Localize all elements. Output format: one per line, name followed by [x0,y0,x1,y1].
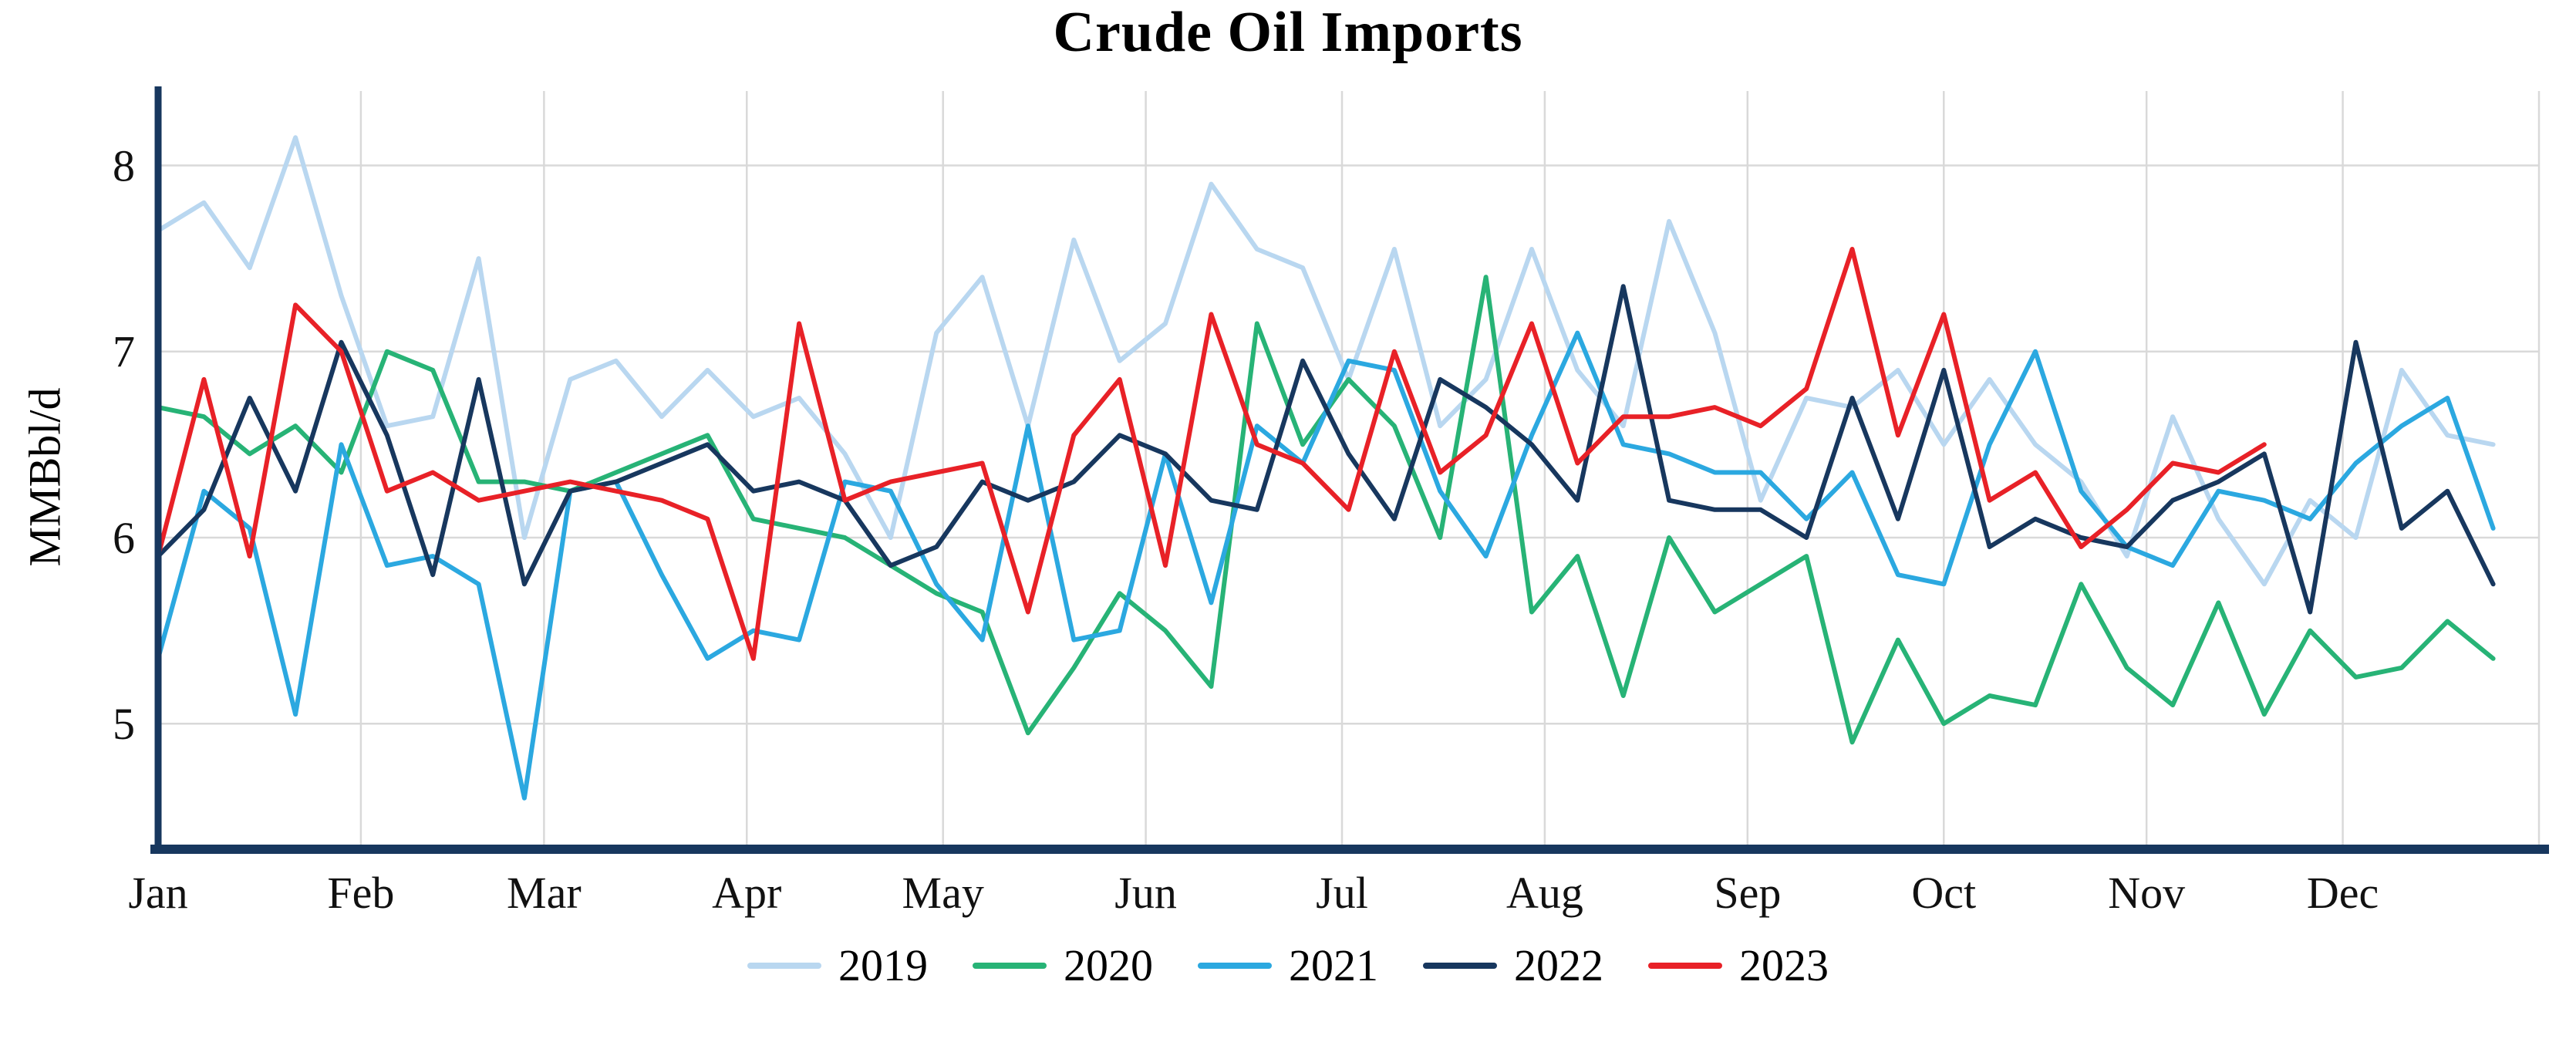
legend-label-2023: 2023 [1739,940,1829,990]
x-tick-label: Jun [1114,868,1177,918]
legend-label-2021: 2021 [1289,940,1378,990]
x-tick-label: Apr [712,868,781,918]
x-tick-label: Oct [1911,868,1976,918]
x-tick-label: Mar [507,868,582,918]
y-tick-label: 8 [113,140,135,191]
x-tick-label: Nov [2108,868,2185,918]
legend-swatch-2022 [1423,962,1497,969]
series-line-2023 [156,247,2267,661]
legend-item-2021: 2021 [1198,939,1378,991]
legend-item-2019: 2019 [747,939,928,991]
legend-item-2020: 2020 [973,939,1153,991]
x-tick-label: Dec [2307,868,2379,918]
legend-item-2022: 2022 [1423,939,1603,991]
x-tick-label: Jul [1316,868,1368,918]
legend: 2019 2020 2021 2022 2023 [0,939,2576,991]
y-tick-label: 6 [113,513,135,563]
legend-swatch-2020 [973,962,1047,969]
legend-item-2023: 2023 [1648,939,1829,991]
legend-swatch-2021 [1198,962,1272,969]
legend-swatch-2019 [747,962,821,969]
line-chart-plot-area: 5 6 7 8 Jan Feb Mar Apr May Jun Jul Aug Sep Oct Nov Dec [113,86,2549,918]
y-tick-label: 7 [113,327,135,377]
legend-label-2019: 2019 [838,940,928,990]
x-tick-label: Feb [327,868,394,918]
x-tick-label: Aug [1506,868,1583,918]
y-tick-label: 5 [113,699,135,749]
legend-swatch-2023 [1648,962,1722,969]
legend-label-2022: 2022 [1514,940,1603,990]
series-line-2022 [156,284,2496,615]
legend-label-2020: 2020 [1064,940,1153,990]
x-tick-label: Jan [128,868,187,918]
x-tick-label: Sep [1714,868,1781,918]
x-tick-label: May [902,868,984,918]
chart-title: Crude Oil Imports [1053,1,1523,64]
